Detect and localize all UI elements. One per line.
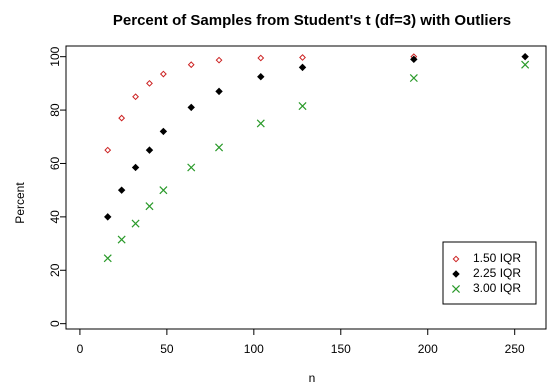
x-tick-label: 200 (418, 342, 438, 356)
data-point (159, 186, 168, 195)
data-point (131, 163, 140, 172)
legend-marker (452, 255, 460, 263)
data-point (159, 70, 167, 78)
data-point (299, 54, 306, 61)
data-point (132, 93, 139, 101)
x-tick-label: 100 (244, 342, 264, 356)
legend-marker (452, 270, 460, 278)
data-point (215, 143, 224, 152)
legend-marker (451, 284, 461, 294)
data-point (104, 213, 112, 221)
data-point (187, 103, 195, 112)
data-point (215, 56, 223, 64)
y-tick-label: 40 (48, 210, 62, 224)
y-axis: 0 20 40 60 80 100 (48, 46, 67, 327)
legend-label: 2.25 IQR (473, 266, 521, 280)
data-point (117, 186, 126, 194)
data-point (146, 79, 153, 87)
data-point (131, 219, 140, 228)
data-point (410, 55, 418, 64)
data-point (298, 102, 307, 111)
data-point (118, 114, 126, 122)
data-point (409, 74, 418, 83)
data-point (215, 87, 223, 96)
data-point (521, 60, 530, 69)
x-tick-label: 250 (505, 342, 525, 356)
x-tick-label: 50 (160, 342, 174, 356)
data-point (257, 72, 265, 81)
y-tick-label: 100 (48, 46, 62, 66)
chart-title: Percent of Samples from Student's t (df=… (113, 12, 511, 29)
data-points (103, 52, 530, 263)
y-tick-label: 60 (48, 156, 62, 170)
x-axis: 0 50 100 150 200 250 (77, 328, 525, 356)
data-point (145, 146, 154, 154)
legend-label: 3.00 IQR (473, 281, 521, 295)
data-point (256, 119, 265, 128)
data-point (521, 52, 529, 61)
data-point (257, 54, 265, 62)
data-point (159, 127, 168, 136)
legend-label: 1.50 IQR (473, 251, 521, 265)
x-axis-label: n (309, 371, 316, 385)
data-point (145, 202, 154, 211)
y-tick-label: 0 (48, 320, 62, 327)
x-tick-label: 0 (77, 342, 84, 356)
data-point (187, 163, 196, 172)
data-point (187, 61, 195, 69)
y-tick-label: 20 (48, 263, 62, 277)
data-point (298, 63, 307, 72)
data-point (103, 254, 112, 263)
y-axis-label: Percent (13, 182, 27, 224)
data-point (104, 146, 112, 154)
y-tick-label: 80 (48, 103, 62, 117)
x-tick-label: 150 (331, 342, 351, 356)
data-point (117, 235, 126, 244)
